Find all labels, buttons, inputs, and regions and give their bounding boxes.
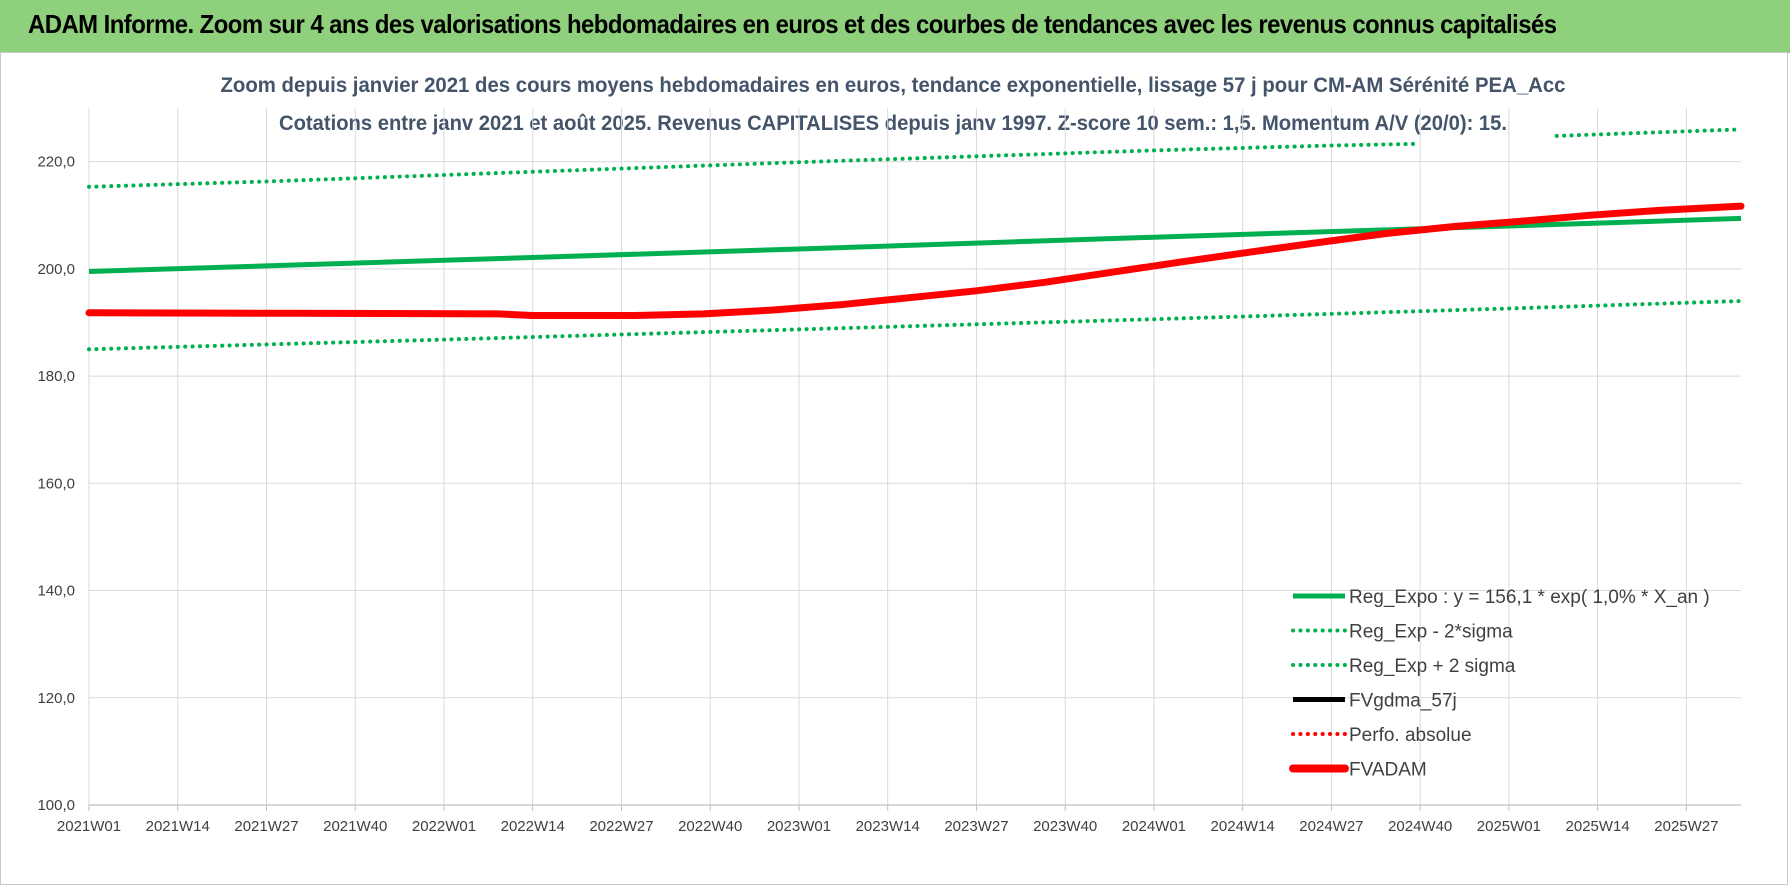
x-tick-label: 2023W40 bbox=[1033, 818, 1097, 835]
y-tick-label: 200,0 bbox=[37, 261, 75, 278]
x-tick-label: 2023W27 bbox=[944, 818, 1008, 835]
x-tick-label: 2021W40 bbox=[323, 818, 387, 835]
series-line-2 bbox=[87, 299, 1743, 352]
legend-label-6: FVADAM bbox=[1349, 760, 1427, 781]
x-tick-label: 2021W14 bbox=[146, 818, 210, 835]
axes: 100,0 120,0 140,0 160,0 180,0 200,0 220,0 2021W… bbox=[37, 154, 1741, 835]
x-tick-label: 2023W01 bbox=[767, 818, 831, 835]
x-tick-label: 2022W40 bbox=[678, 818, 742, 835]
gridlines bbox=[88, 108, 1741, 805]
header-banner: ADAM Informe. Zoom sur 4 ans des valoris… bbox=[0, 0, 1790, 53]
x-tick-label: 2024W01 bbox=[1122, 818, 1186, 835]
legend: Reg_Expo : y = 156,1 * exp( 1,0% * X_an … bbox=[1289, 587, 1710, 781]
y-tick-label: 140,0 bbox=[37, 583, 75, 600]
series-line-1 bbox=[88, 215, 1742, 274]
y-tick-label: 180,0 bbox=[37, 368, 75, 385]
x-tick-label: 2025W01 bbox=[1477, 818, 1541, 835]
legend-label-4: FVgdma_57j bbox=[1349, 691, 1457, 712]
chart-title-line-2: Cotations entre janv 2021 et août 2025. … bbox=[279, 112, 1507, 135]
x-tick-label: 2024W14 bbox=[1211, 818, 1275, 835]
legend-label-3: Reg_Exp + 2 sigma bbox=[1349, 656, 1516, 677]
x-tick-label: 2021W27 bbox=[234, 818, 298, 835]
header-title: ADAM Informe. Zoom sur 4 ans des valoris… bbox=[28, 9, 1557, 39]
y-tick-label: 100,0 bbox=[37, 797, 75, 814]
y-tick-label: 220,0 bbox=[37, 154, 75, 171]
chart-title-line-1: Zoom depuis janvier 2021 des cours moyen… bbox=[221, 74, 1566, 97]
x-tick-label: 2025W27 bbox=[1654, 818, 1718, 835]
series-lines bbox=[85, 127, 1745, 352]
x-tick-label: 2022W14 bbox=[501, 818, 565, 835]
x-tick-label: 2025W14 bbox=[1566, 818, 1630, 835]
x-tick-label: 2022W01 bbox=[412, 818, 476, 835]
x-tick-label: 2021W01 bbox=[57, 818, 121, 835]
series-line-6 bbox=[85, 202, 1745, 319]
x-tick-label: 2024W27 bbox=[1299, 818, 1363, 835]
legend-label-5: Perfo. absolue bbox=[1349, 725, 1472, 746]
y-tick-label: 120,0 bbox=[37, 690, 75, 707]
chart-frame bbox=[0, 52, 1788, 885]
series-line-3 bbox=[87, 127, 1743, 189]
x-tick-label: 2024W40 bbox=[1388, 818, 1452, 835]
y-tick-label: 160,0 bbox=[37, 475, 75, 492]
x-tick-label: 2022W27 bbox=[589, 818, 653, 835]
legend-label-1: Reg_Expo : y = 156,1 * exp( 1,0% * X_an … bbox=[1349, 587, 1710, 608]
x-tick-label: 2023W14 bbox=[856, 818, 920, 835]
legend-label-2: Reg_Exp - 2*sigma bbox=[1349, 622, 1513, 643]
